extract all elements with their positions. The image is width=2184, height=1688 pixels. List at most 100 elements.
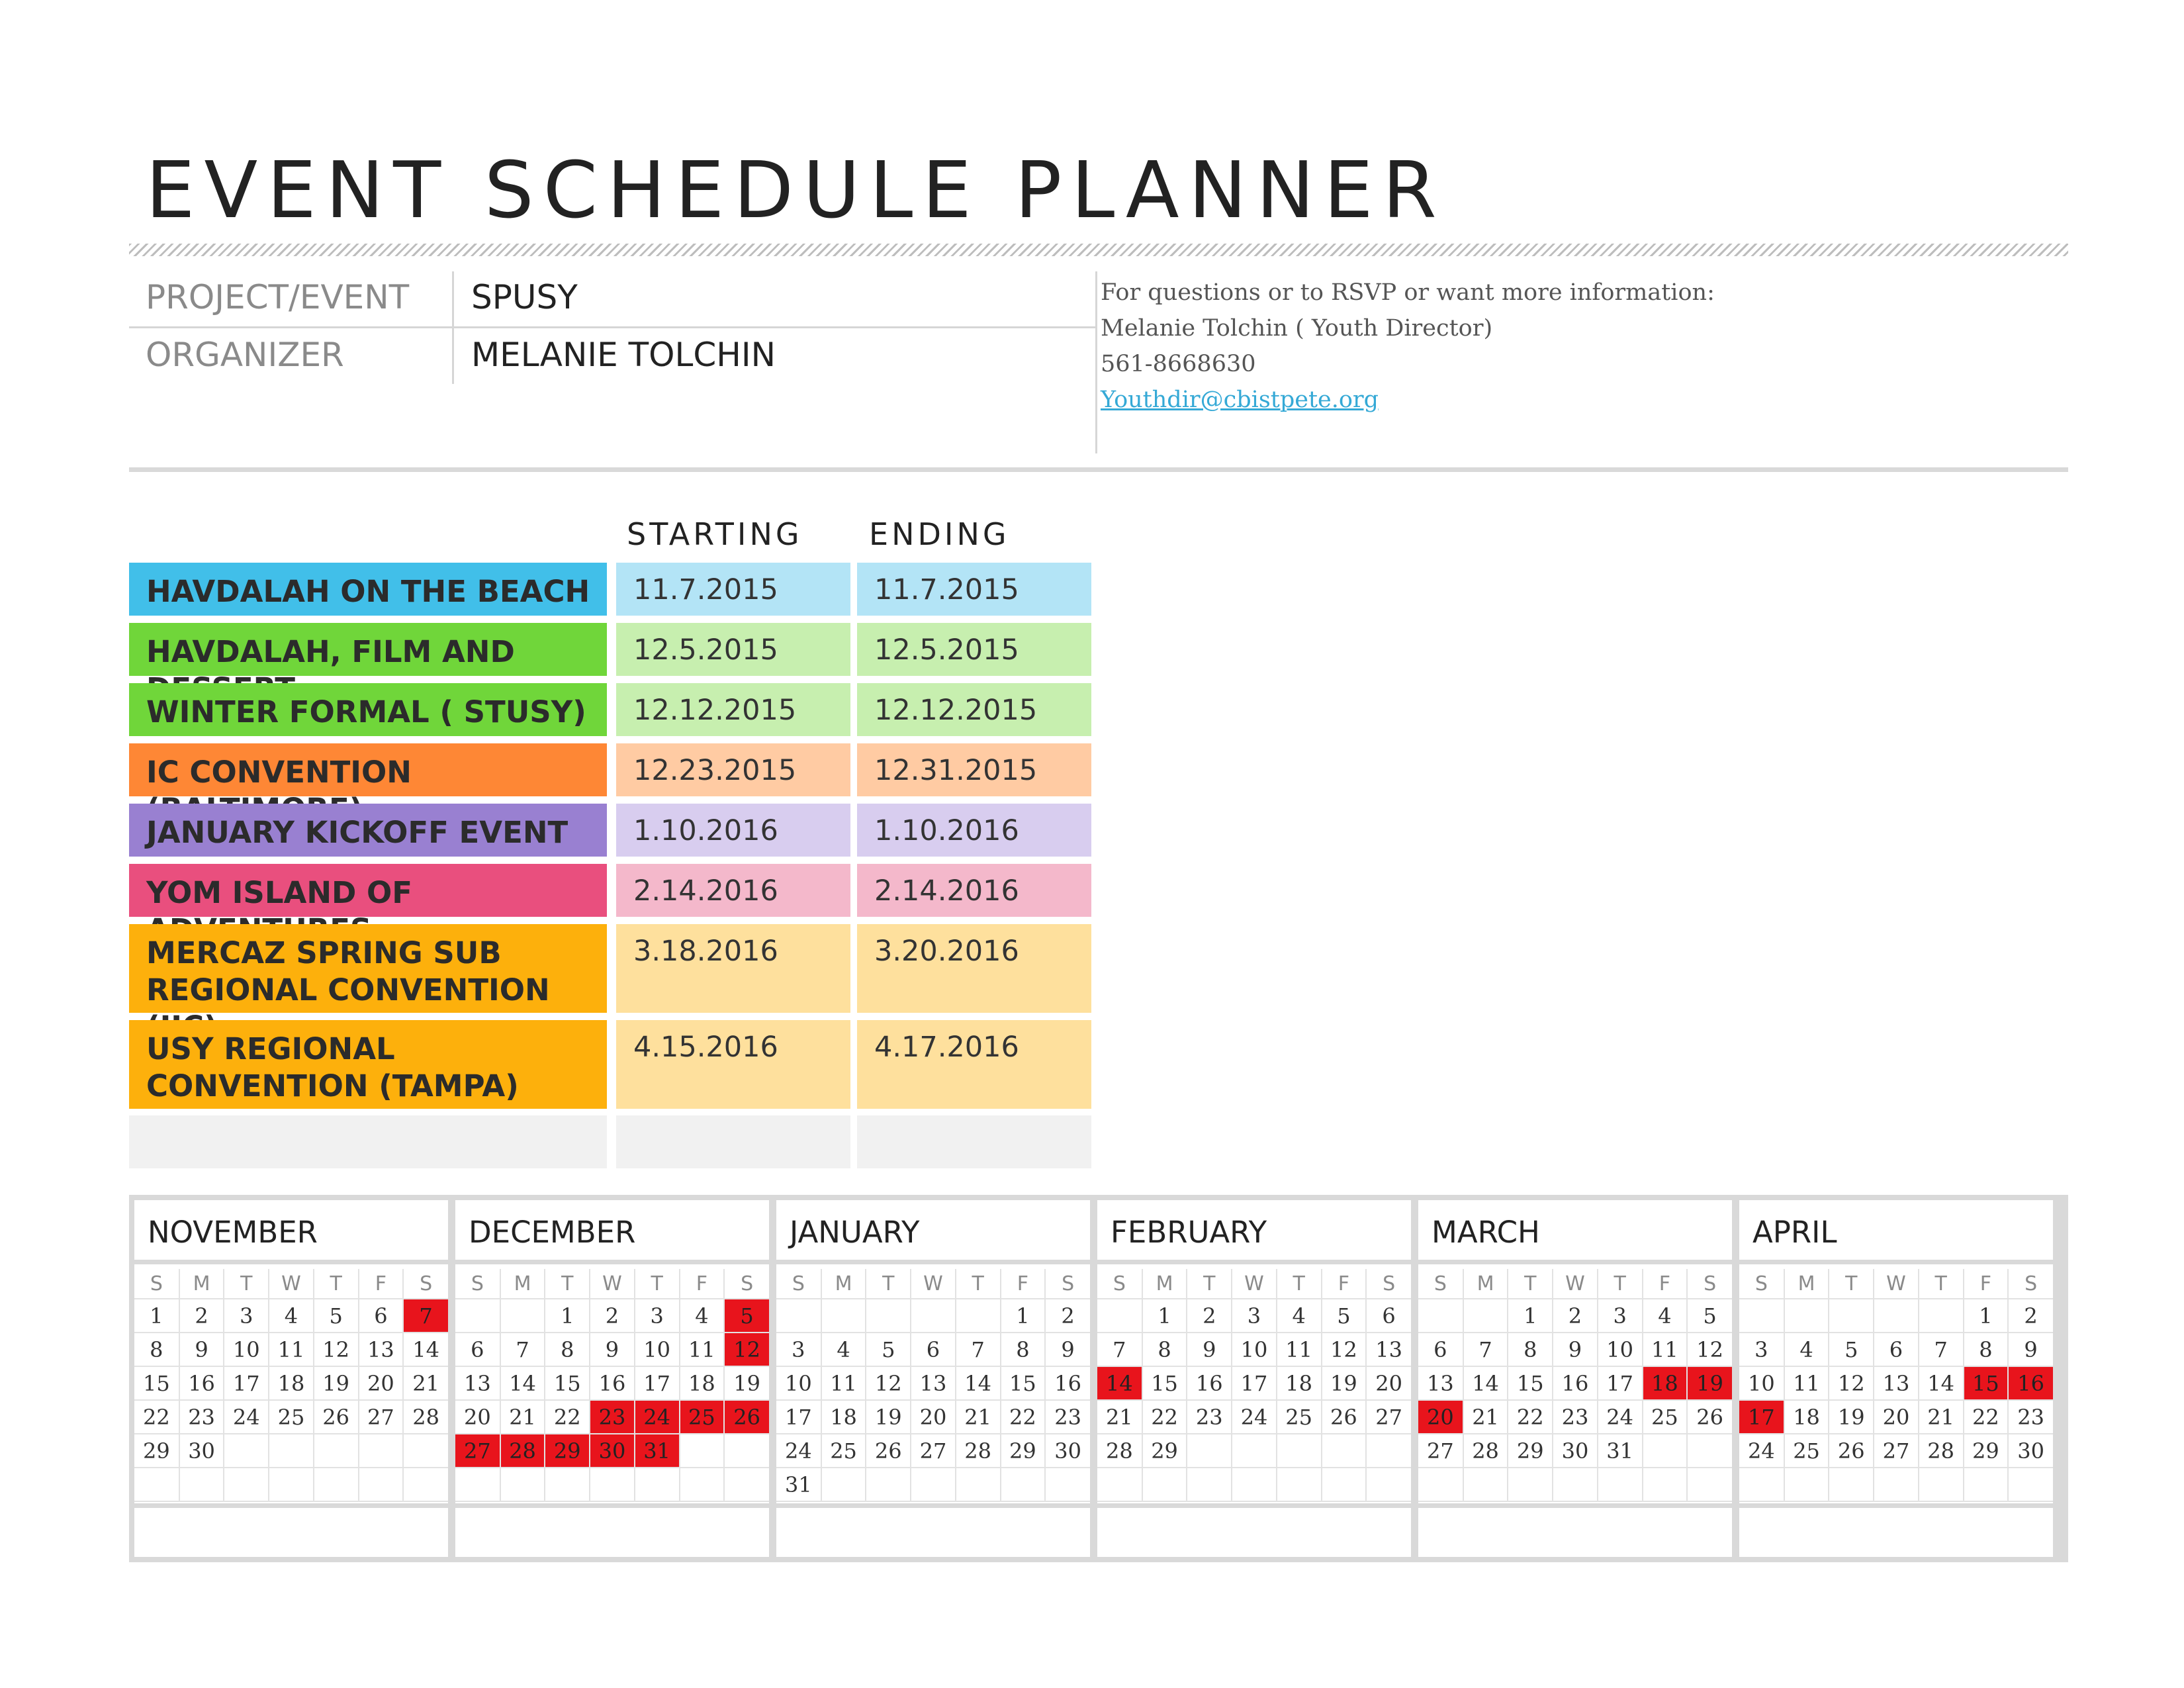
calendar-day-highlighted: 5 — [723, 1299, 769, 1333]
calendar-day-highlighted: 27 — [455, 1434, 500, 1468]
calendar-day: 7 — [1097, 1333, 1142, 1367]
event-start-date-cell[interactable]: 12.23.2015 — [616, 743, 850, 796]
calendar-day: 29 — [1507, 1434, 1553, 1468]
calendar-day: 23 — [1186, 1400, 1232, 1434]
calendar-day: 24 — [1739, 1434, 1784, 1468]
calendar-day: 23 — [1552, 1400, 1598, 1434]
calendar-day: 9 — [1186, 1333, 1232, 1367]
weekday-header: S — [1044, 1269, 1090, 1299]
event-end-date-cell[interactable]: 12.5.2015 — [857, 623, 1091, 676]
calendar-day-empty — [999, 1468, 1046, 1502]
calendar-day-empty — [820, 1299, 866, 1333]
weekday-header: T — [312, 1269, 359, 1299]
month-day-grid: S M T W T F S 1 2 3 4 5 6 7 8 9 10 11 12 13 14 15 16 17 18 19 20 21… — [455, 1269, 769, 1502]
calendar-day: 13 — [910, 1366, 956, 1401]
calendar-day: 16 — [178, 1366, 224, 1401]
calendar-day-empty — [1641, 1434, 1688, 1468]
calendar-day-empty — [1044, 1468, 1090, 1502]
calendar-day-empty — [1462, 1299, 1508, 1333]
month-header-divider — [134, 1260, 448, 1264]
calendar-day: 10 — [1739, 1366, 1784, 1401]
calendar-day: 3 — [776, 1333, 821, 1367]
event-start-date-cell[interactable]: 12.5.2015 — [616, 623, 850, 676]
event-end-date-cell[interactable]: 3.20.2016 — [857, 924, 1091, 1013]
event-start-date-cell[interactable]: 2.14.2016 — [616, 864, 850, 917]
calendar-day: 27 — [357, 1400, 404, 1434]
event-name-cell[interactable]: USY REGIONAL CONVENTION (TAMPA) — [129, 1020, 607, 1109]
event-name-cell[interactable]: WINTER FORMAL ( STUSY) — [129, 683, 607, 736]
calendar-day-empty — [589, 1468, 635, 1502]
calendar-day: 21 — [1917, 1400, 1964, 1434]
event-end-date-cell[interactable]: 1.10.2016 — [857, 804, 1091, 857]
month-day-grid: S M T W T F S 1 2 3 4 5 6 7 8 9 10 11 12 13 14 15 16 17 18 19 20 21… — [776, 1269, 1090, 1502]
project-event-value: SPUSY — [471, 278, 578, 316]
calendar-day-empty — [678, 1434, 725, 1468]
event-end-date-cell[interactable]: 2.14.2016 — [857, 864, 1091, 917]
event-start-date-cell[interactable]: 1.10.2016 — [616, 804, 850, 857]
calendar-day: 5 — [1828, 1333, 1874, 1367]
calendar-day-empty — [1275, 1434, 1322, 1468]
calendar-day: 26 — [1828, 1434, 1874, 1468]
event-end-date-cell[interactable]: 11.7.2015 — [857, 563, 1091, 616]
calendar-day: 24 — [223, 1400, 269, 1434]
event-end-date-cell[interactable]: 4.17.2016 — [857, 1020, 1091, 1109]
month-header-divider — [1097, 1260, 1411, 1264]
event-end-date-cell[interactable]: 12.12.2015 — [857, 683, 1091, 736]
calendar-day: 17 — [1596, 1366, 1643, 1401]
calendar-day: 20 — [910, 1400, 956, 1434]
calendar-day: 28 — [1917, 1434, 1964, 1468]
calendar-day-empty — [820, 1468, 866, 1502]
calendar-day: 9 — [1552, 1333, 1598, 1367]
calendar-day: 15 — [544, 1366, 590, 1401]
event-name-cell[interactable]: HAVDALAH, FILM AND DESSERT — [129, 623, 607, 706]
calendar-day-empty — [633, 1468, 680, 1502]
calendar-day: 11 — [1275, 1333, 1322, 1367]
calendar-day-empty — [402, 1434, 448, 1468]
calendar-day: 1 — [999, 1299, 1046, 1333]
calendar-day-empty — [1365, 1434, 1411, 1468]
calendar-day-empty — [499, 1468, 545, 1502]
calendar-day: 9 — [178, 1333, 224, 1367]
event-end-date-cell[interactable]: 12.31.2015 — [857, 743, 1091, 796]
event-row: USY REGIONAL CONVENTION (TAMPA) 4.15.2016… — [129, 1020, 1091, 1109]
weekday-header: T — [223, 1269, 269, 1299]
month-footer-divider — [1418, 1503, 1732, 1508]
month-name: NOVEMBER — [148, 1215, 318, 1250]
calendar-day-empty — [1783, 1468, 1829, 1502]
calendar-day: 9 — [2007, 1333, 2053, 1367]
calendar-day-empty — [1828, 1299, 1874, 1333]
event-name-cell[interactable]: YOM ISLAND OF ADVENTURES — [129, 864, 607, 947]
event-start-date-cell[interactable] — [616, 1115, 850, 1168]
calendar-day: 3 — [1596, 1299, 1643, 1333]
calendar-day: 24 — [1231, 1400, 1277, 1434]
event-row: YOM ISLAND OF ADVENTURES2.14.20162.14.20… — [129, 864, 1091, 947]
calendar-day: 22 — [1962, 1400, 2009, 1434]
contact-divider — [1095, 271, 1097, 453]
event-end-date-cell[interactable] — [857, 1115, 1091, 1168]
event-start-date-cell[interactable]: 4.15.2016 — [616, 1020, 850, 1109]
weekday-header: T — [1275, 1269, 1322, 1299]
event-start-date-cell[interactable]: 3.18.2016 — [616, 924, 850, 1013]
calendar-day: 25 — [820, 1434, 866, 1468]
event-start-date-cell[interactable]: 11.7.2015 — [616, 563, 850, 616]
calendar-day: 20 — [1365, 1366, 1411, 1401]
event-name-cell[interactable]: IC CONVENTION (BALTIMORE) — [129, 743, 607, 827]
event-start-date-cell[interactable]: 12.12.2015 — [616, 683, 850, 736]
contact-email-link[interactable]: Youthdir@cbistpete.org — [1101, 387, 1379, 413]
weekday-header: F — [1320, 1269, 1367, 1299]
event-name-cell[interactable]: HAVDALAH ON THE BEACH — [129, 563, 607, 616]
month-header-divider — [1418, 1260, 1732, 1264]
event-name-cell[interactable]: MERCAZ SPRING SUB REGIONAL CONVENTION (J… — [129, 924, 607, 1045]
month-footer-divider — [1097, 1503, 1411, 1508]
calendar-day: 26 — [312, 1400, 359, 1434]
event-name-cell[interactable]: JANUARY KICKOFF EVENT — [129, 804, 607, 857]
calendar-day-empty — [1828, 1468, 1874, 1502]
event-name-cell[interactable] — [129, 1115, 607, 1168]
calendar-day: 3 — [633, 1299, 680, 1333]
calendar-day: 17 — [1231, 1366, 1277, 1401]
organizer-label: ORGANIZER — [146, 336, 344, 374]
calendar-day: 6 — [1873, 1333, 1919, 1367]
weekday-header: T — [1186, 1269, 1232, 1299]
calendar-day: 12 — [312, 1333, 359, 1367]
calendar-day: 27 — [910, 1434, 956, 1468]
